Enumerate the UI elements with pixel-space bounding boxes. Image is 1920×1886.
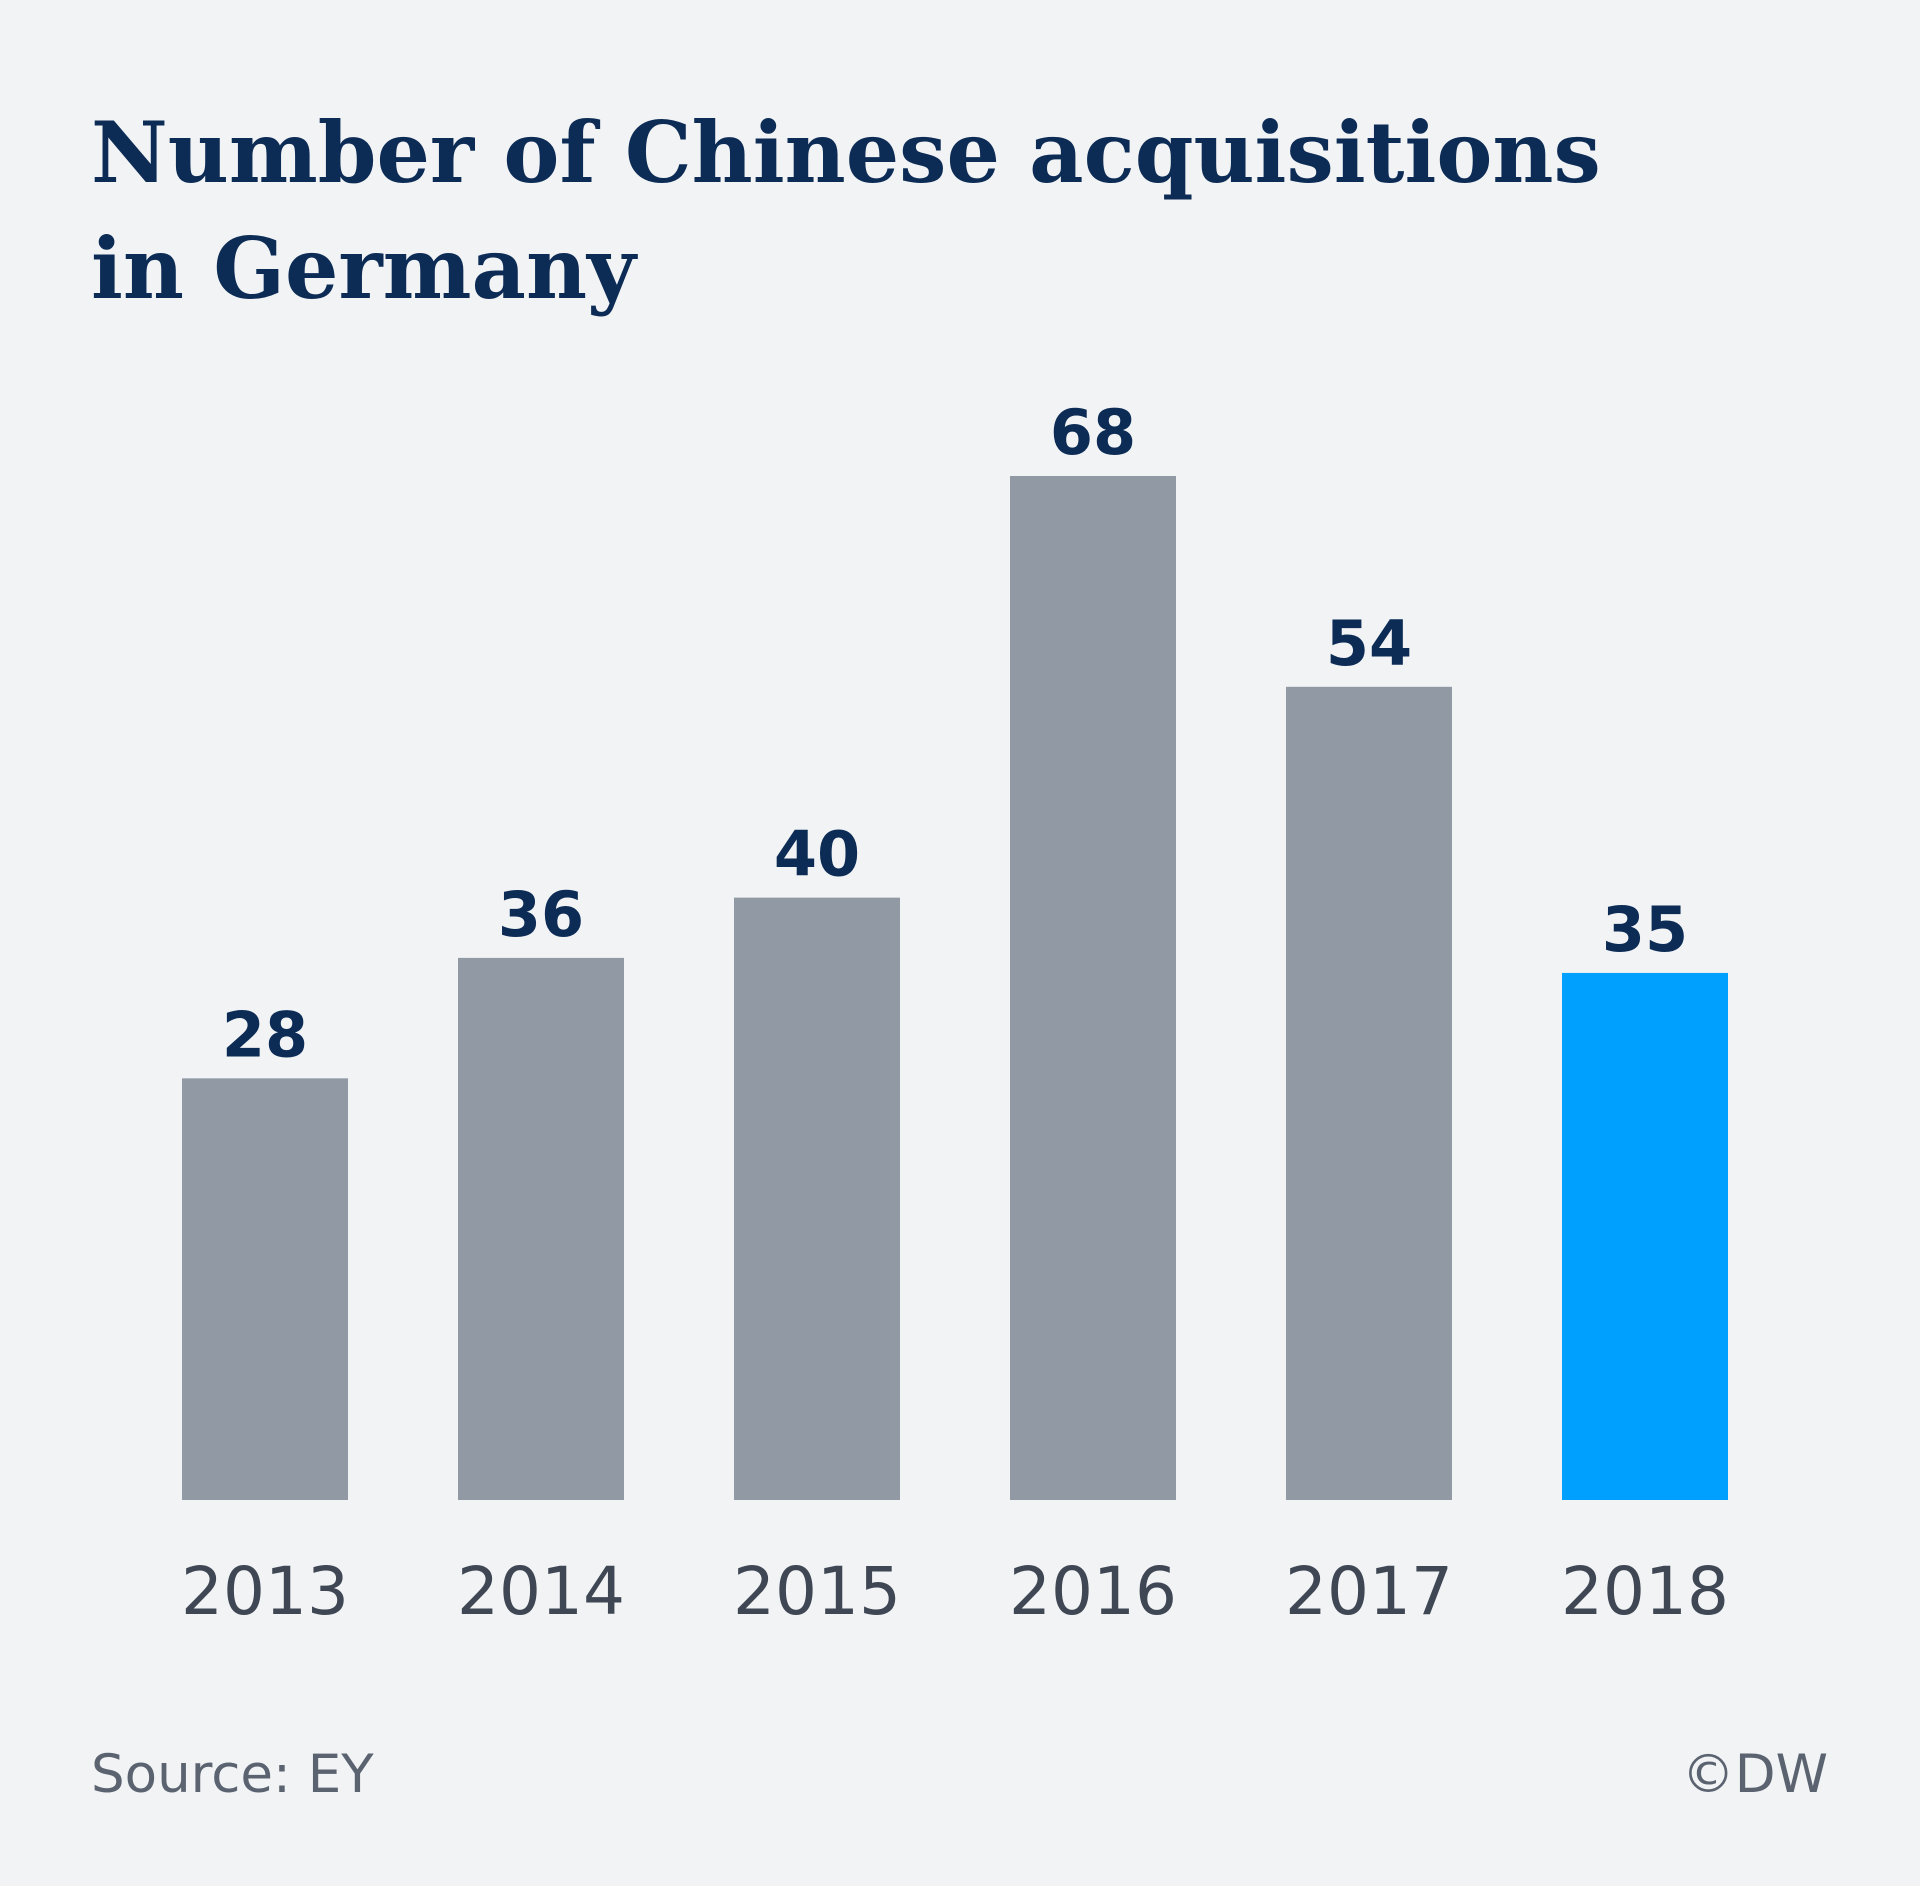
bar-2014 [458,957,624,1500]
copyright-credit: ©DW [1681,1744,1828,1805]
bar-2018 [1562,972,1728,1500]
chart-title: Number of Chinese acquisitions in German… [91,103,1601,318]
value-label-2016: 68 [1050,396,1136,469]
bar-2013 [182,1078,348,1500]
value-label-2014: 36 [498,878,584,951]
source-label: Source: EY [91,1744,374,1805]
bar-2017 [1286,686,1452,1500]
value-label-2013: 28 [222,998,308,1071]
category-label-2015: 2015 [733,1553,901,1630]
category-label-2016: 2016 [1009,1553,1177,1630]
value-label-2017: 54 [1326,607,1412,680]
value-label-2015: 40 [774,818,860,891]
category-label-2017: 2017 [1285,1553,1453,1630]
bar-2015 [734,897,900,1500]
category-label-2013: 2013 [181,1553,349,1630]
value-label-2018: 35 [1602,893,1688,966]
category-label-2014: 2014 [457,1553,625,1630]
bar-2016 [1010,476,1176,1500]
category-label-2018: 2018 [1561,1553,1729,1630]
